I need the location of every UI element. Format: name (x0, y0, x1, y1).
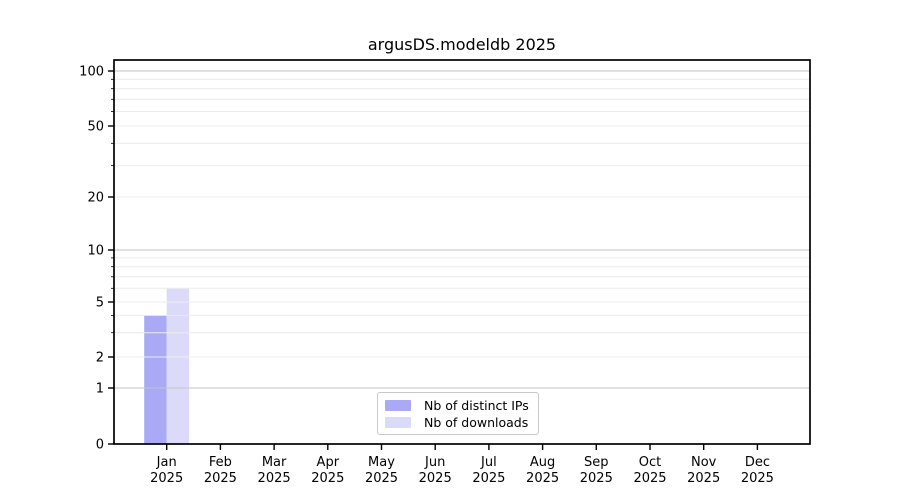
x-tick-label-month-jan: Jan (156, 455, 177, 470)
plot-frame (113, 59, 811, 445)
x-tick-label-month-oct: Oct (639, 455, 661, 470)
legend-swatch-distinct-ips (385, 399, 411, 411)
x-tick-label-year-jan: 2025 (150, 471, 183, 486)
x-tick-label-month-sep: Sep (584, 455, 609, 470)
x-tick-label-month-apr: Apr (317, 455, 340, 470)
x-tick-label-year-jun: 2025 (419, 471, 452, 486)
chart-title: argusDS.modeldb 2025 (367, 35, 557, 54)
y-tick-label-10: 10 (87, 244, 104, 259)
x-tick-label-year-jul: 2025 (472, 471, 505, 486)
legend-item-downloads: Nb of downloads (385, 414, 529, 430)
legend-label-distinct-ips: Nb of distinct IPs (424, 397, 529, 413)
x-tick-label-month-feb: Feb (209, 455, 232, 470)
x-tick-label-month-jul: Jul (480, 455, 497, 470)
legend-label-downloads: Nb of downloads (424, 414, 529, 430)
x-tick-label-month-jun: Jun (424, 455, 445, 470)
y-tick-label-5: 5 (96, 296, 104, 311)
x-tick-label-year-dec: 2025 (741, 471, 774, 486)
legend: Nb of distinct IPs Nb of downloads (377, 392, 539, 435)
y-tick-label-100: 100 (79, 65, 104, 80)
legend-swatch-downloads (385, 416, 411, 428)
bar-downloads-jan (166, 288, 190, 444)
y-tick-label-0: 0 (96, 438, 104, 453)
y-tick-label-2: 2 (96, 351, 104, 366)
bar-distinct-ips-jan (144, 315, 167, 444)
x-tick-label-month-dec: Dec (745, 455, 770, 470)
x-tick-label-month-mar: Mar (262, 455, 287, 470)
x-tick-label-month-may: May (368, 455, 395, 470)
x-tick-label-year-aug: 2025 (526, 471, 559, 486)
x-tick-label-year-nov: 2025 (687, 471, 720, 486)
x-tick-label-month-aug: Aug (530, 455, 555, 470)
x-tick-label-month-nov: Nov (691, 455, 717, 470)
x-tick-label-year-oct: 2025 (633, 471, 666, 486)
x-tick-label-year-may: 2025 (365, 471, 398, 486)
y-tick-label-1: 1 (96, 382, 104, 397)
legend-item-distinct-ips: Nb of distinct IPs (385, 397, 529, 413)
y-tick-label-20: 20 (87, 191, 104, 206)
x-tick-label-year-feb: 2025 (204, 471, 237, 486)
x-tick-label-year-sep: 2025 (580, 471, 613, 486)
y-tick-label-50: 50 (87, 120, 104, 135)
x-tick-label-year-mar: 2025 (258, 471, 291, 486)
x-tick-label-year-apr: 2025 (311, 471, 344, 486)
